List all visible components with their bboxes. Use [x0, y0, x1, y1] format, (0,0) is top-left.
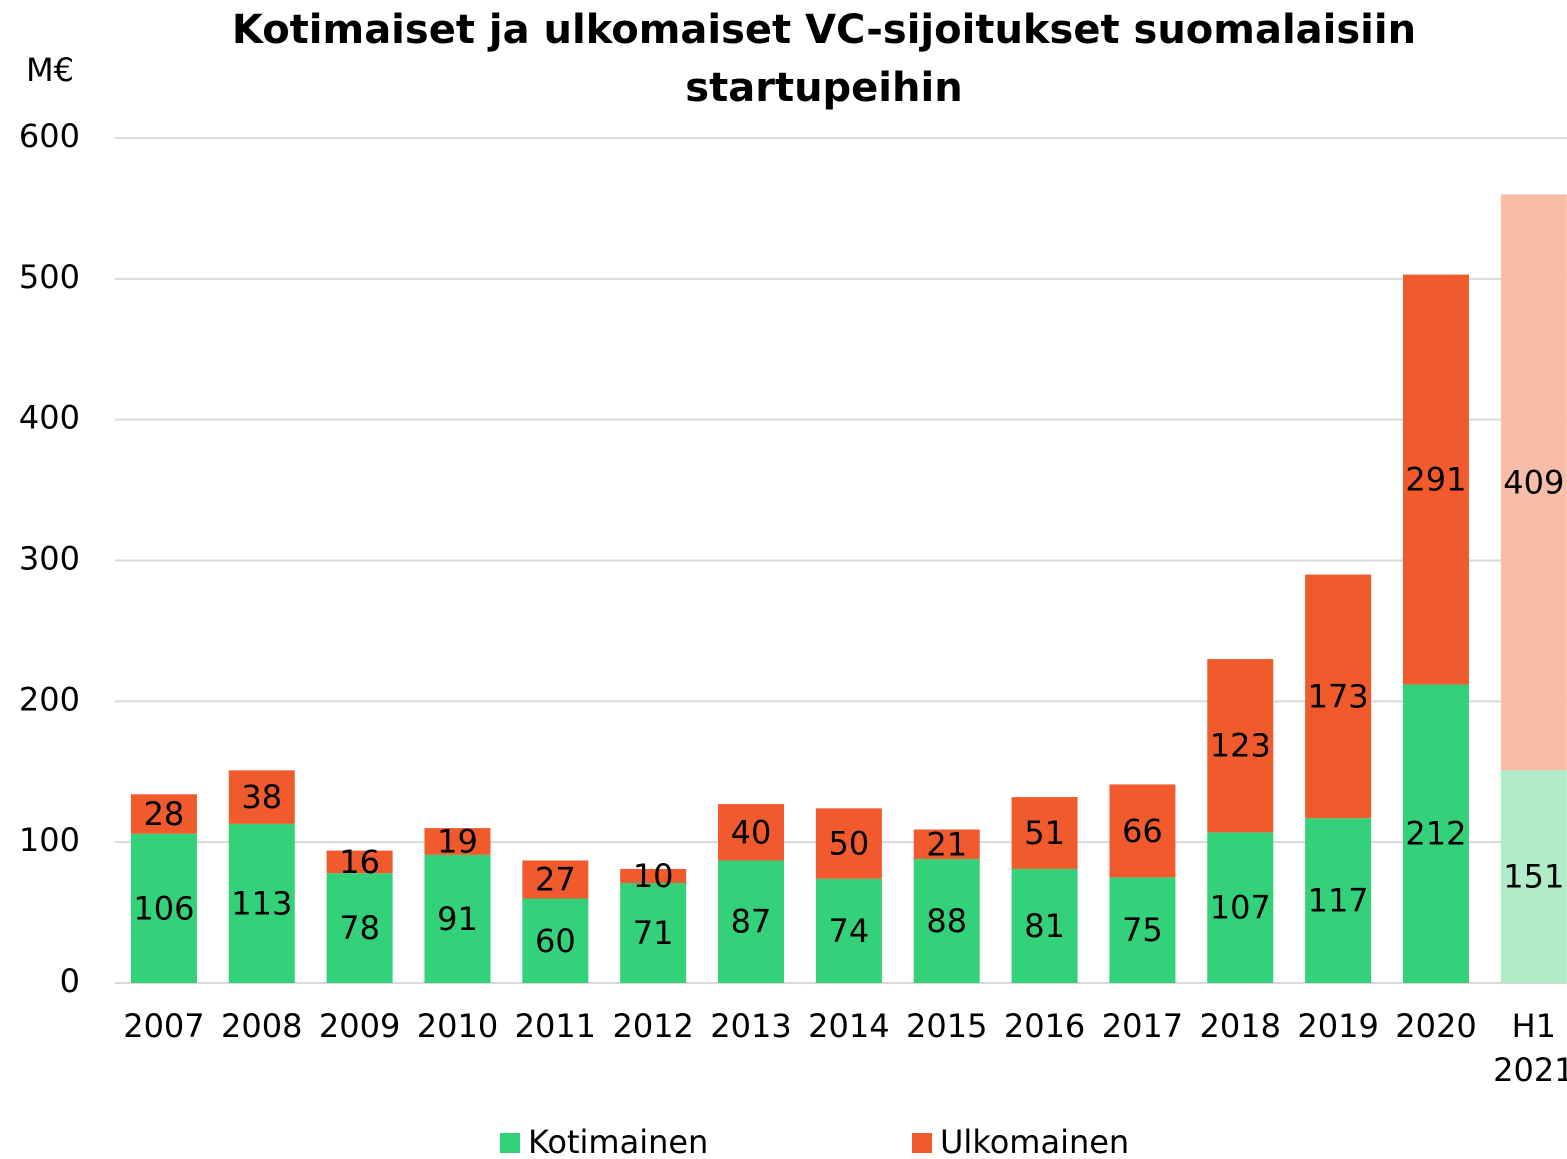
data-label: 51: [1024, 814, 1065, 852]
data-label: 28: [144, 795, 185, 833]
y-tick-label: 100: [19, 821, 80, 859]
chart-title: Kotimaiset ja ulkomaiset VC-sijoitukset …: [232, 7, 1416, 111]
x-tick-label: 2016: [1004, 1007, 1085, 1045]
bar-segment: [620, 868, 687, 884]
y-tick-label: 200: [19, 680, 80, 718]
data-label: 212: [1405, 815, 1466, 853]
y-axis-label: M€: [26, 51, 74, 89]
legend-swatch: [912, 1133, 932, 1153]
bar-segment: [522, 898, 589, 983]
bar-segment: [1109, 877, 1176, 983]
x-tick-label: 2020: [1395, 1007, 1476, 1045]
bar-segment: [228, 770, 295, 824]
y-tick-label: 400: [19, 399, 80, 437]
data-label: 113: [231, 884, 292, 922]
data-label: 38: [241, 778, 282, 816]
data-label: 123: [1210, 727, 1271, 765]
x-tick-label: 2014: [808, 1007, 889, 1045]
bar-segment: [1402, 274, 1469, 685]
x-tick-label: 2013: [710, 1007, 791, 1045]
bar-segment: [1109, 784, 1176, 878]
data-label: 16: [339, 843, 380, 881]
bar-segment: [130, 794, 197, 834]
data-label: 10: [633, 857, 674, 895]
bar-segment: [913, 829, 980, 860]
bar-segment: [130, 833, 197, 983]
legend-label: Kotimainen: [528, 1123, 708, 1159]
bar-segment: [718, 804, 785, 861]
data-label: 87: [731, 903, 772, 941]
data-label: 21: [926, 825, 967, 863]
data-label: 74: [829, 912, 870, 950]
x-tick-label: 2015: [906, 1007, 987, 1045]
bar-segment: [815, 878, 882, 983]
x-tick-label: 2007: [123, 1007, 204, 1045]
data-label: 40: [731, 813, 772, 851]
bar-segment: [522, 860, 589, 899]
x-tick-label: 2008: [221, 1007, 302, 1045]
bar-segment: [1305, 574, 1372, 819]
x-tick-label: 2009: [319, 1007, 400, 1045]
data-label: 107: [1210, 889, 1271, 927]
x-tick-label: 2010: [417, 1007, 498, 1045]
data-label: 91: [437, 900, 478, 938]
data-label: 60: [535, 922, 576, 960]
data-label: 75: [1122, 911, 1163, 949]
data-label: 291: [1405, 461, 1466, 499]
x-tick-label: 2017: [1102, 1007, 1183, 1045]
bar-segment: [1402, 684, 1469, 983]
data-label: 19: [437, 822, 478, 860]
x-tick-label: 2011: [515, 1007, 596, 1045]
x-tick-label: H1 2021: [1493, 1007, 1567, 1089]
data-label: 117: [1308, 882, 1369, 920]
data-label: 78: [339, 909, 380, 947]
bar-segment: [1207, 832, 1274, 983]
bar-segment: [424, 854, 491, 983]
y-tick-label: 300: [19, 540, 80, 578]
bar-segment: [1011, 868, 1078, 983]
bar-segment: [1500, 770, 1567, 983]
x-tick-label: 2012: [612, 1007, 693, 1045]
bar-segment: [620, 883, 687, 983]
y-tick-label: 0: [60, 962, 80, 1000]
x-tick-label: 2019: [1297, 1007, 1378, 1045]
data-label: 409: [1503, 463, 1564, 501]
data-label: 151: [1503, 858, 1564, 896]
bar-segment: [718, 860, 785, 983]
bar-segment: [228, 823, 295, 983]
bar-segment: [815, 808, 882, 879]
data-label: 88: [926, 902, 967, 940]
data-label: 27: [535, 860, 576, 898]
data-label: 106: [133, 889, 194, 927]
x-tick-label: 2018: [1200, 1007, 1281, 1045]
legend-label: Ulkomainen: [940, 1123, 1129, 1159]
y-tick-label: 500: [19, 258, 80, 296]
bar-segment: [1011, 797, 1078, 869]
data-label: 50: [829, 825, 870, 863]
bar-segment: [1207, 659, 1274, 833]
data-label: 71: [633, 914, 674, 952]
data-label: 173: [1308, 677, 1369, 715]
legend-swatch: [500, 1133, 520, 1153]
bar-segment: [326, 850, 393, 874]
data-label: 66: [1122, 812, 1163, 850]
bar-segment: [1305, 818, 1372, 983]
y-tick-label: 600: [19, 117, 80, 155]
bar-segment: [1500, 194, 1567, 771]
data-label: 81: [1024, 907, 1065, 945]
bar-segment: [326, 873, 393, 983]
bar-segment: [424, 828, 491, 855]
bar-segment: [913, 859, 980, 983]
